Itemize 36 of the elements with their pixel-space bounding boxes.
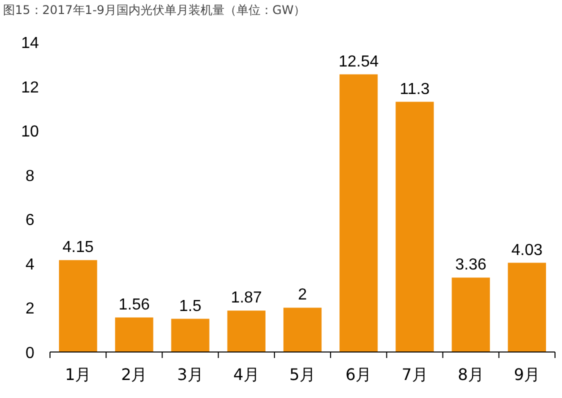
bar	[58, 260, 98, 352]
y-tick-label: 12	[21, 79, 39, 96]
x-tick-label: 6月	[346, 365, 372, 384]
y-tick-label: 6	[26, 212, 35, 230]
x-tick-label: 7月	[402, 365, 428, 384]
x-tick-label: 1月	[64, 365, 92, 384]
data-label: 1.56	[118, 296, 150, 314]
bar	[396, 102, 434, 352]
x-tick-label: 8月	[458, 365, 484, 384]
data-label: 2	[298, 286, 308, 304]
x-tick-label: 4月	[233, 365, 260, 384]
data-label: 3.36	[455, 256, 487, 274]
x-tick-label: 3月	[177, 365, 204, 384]
bar	[227, 310, 266, 352]
y-tick-label: 14	[21, 35, 39, 52]
chart-title: 图15：2017年1-9月国内光伏单月装机量（单位：GW）	[3, 3, 306, 17]
bar	[171, 318, 210, 352]
bar	[340, 74, 378, 352]
x-tick-label: 5月	[289, 365, 316, 384]
bar	[508, 262, 546, 352]
x-tick-label: 2月	[121, 365, 148, 384]
y-tick-label: 0	[26, 345, 35, 362]
data-label: 1.87	[230, 290, 262, 307]
data-label: 4.15	[62, 239, 94, 256]
x-tick-label: 9月	[514, 365, 540, 384]
bar	[115, 317, 154, 352]
data-label: 4.03	[511, 242, 543, 259]
y-tick-label: 4	[26, 256, 35, 274]
bar	[283, 308, 322, 352]
bar	[452, 278, 490, 352]
y-tick-label: 10	[21, 124, 39, 141]
y-tick-label: 2	[26, 300, 35, 318]
data-label: 11.3	[400, 80, 430, 98]
data-label: 1.5	[179, 298, 202, 315]
y-tick-label: 8	[26, 168, 35, 185]
data-label: 12.54	[338, 53, 379, 70]
